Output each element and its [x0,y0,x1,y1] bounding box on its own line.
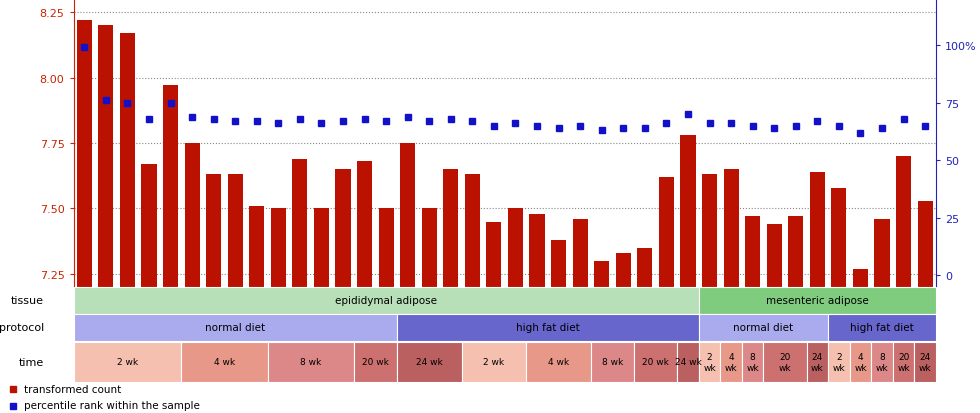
Bar [914,342,936,382]
Bar [893,342,914,382]
Bar [206,175,221,287]
Bar [74,342,181,382]
Bar [745,217,760,287]
Bar [742,342,763,382]
Bar [74,287,699,314]
Bar [529,214,545,287]
Bar [871,342,893,382]
Text: time: time [19,357,44,367]
Text: 20 wk: 20 wk [362,358,389,367]
Bar [680,136,696,287]
Text: normal diet: normal diet [205,323,266,333]
Bar [76,21,92,287]
Text: tissue: tissue [11,296,44,306]
Bar [163,86,178,287]
Text: 8 wk: 8 wk [602,358,623,367]
Text: protocol: protocol [0,323,44,333]
Bar [766,225,782,287]
Text: 24 wk: 24 wk [674,358,702,367]
Bar [572,219,588,287]
Bar [828,314,936,341]
Bar [227,175,243,287]
Bar [850,342,871,382]
Bar [314,209,329,287]
Bar [120,34,135,287]
Bar [270,209,286,287]
Bar [853,269,868,287]
Bar [637,248,653,287]
Text: high fat diet: high fat diet [515,323,580,333]
Bar [896,157,911,287]
Bar [249,206,265,287]
Bar [659,178,674,287]
Text: 8 wk: 8 wk [300,358,321,367]
Bar [74,314,397,341]
Text: 20 wk: 20 wk [642,358,669,367]
Bar [378,209,394,287]
Bar [292,159,308,287]
Bar [828,342,850,382]
Text: 24
wk: 24 wk [811,352,823,372]
Text: 2
wk: 2 wk [833,352,845,372]
Bar [917,201,933,287]
Bar [443,170,459,287]
Text: 2
wk: 2 wk [704,352,715,372]
Bar [268,342,354,382]
Text: 2 wk: 2 wk [483,358,505,367]
Bar [591,342,634,382]
Bar [335,170,351,287]
Text: high fat diet: high fat diet [850,323,914,333]
Bar [699,314,828,341]
Bar [397,314,699,341]
Text: 20
wk: 20 wk [779,352,791,372]
Bar [702,175,717,287]
Bar [699,287,936,314]
Bar [723,170,739,287]
Bar [508,209,523,287]
Bar [400,144,416,287]
Bar [181,342,268,382]
Text: 24 wk: 24 wk [416,358,443,367]
Bar [526,342,591,382]
Bar [98,26,114,287]
Bar [831,188,847,287]
Text: transformed count: transformed count [24,384,122,394]
Bar [677,342,699,382]
Bar [357,162,372,287]
Text: 4 wk: 4 wk [548,358,569,367]
Bar [874,219,890,287]
Text: 8
wk: 8 wk [876,352,888,372]
Text: 4 wk: 4 wk [214,358,235,367]
Text: normal diet: normal diet [733,323,794,333]
Bar [421,209,437,287]
Bar [720,342,742,382]
Bar [141,164,157,287]
Text: 4
wk: 4 wk [725,352,737,372]
Bar [788,217,804,287]
Bar [397,342,462,382]
Bar [354,342,397,382]
Bar [486,222,502,287]
Text: 8
wk: 8 wk [747,352,759,372]
Text: 4
wk: 4 wk [855,352,866,372]
Bar [809,172,825,287]
Bar [465,175,480,287]
Text: 20
wk: 20 wk [898,352,909,372]
Text: mesenteric adipose: mesenteric adipose [766,296,868,306]
Bar [615,253,631,287]
Text: epididymal adipose: epididymal adipose [335,296,437,306]
Bar [462,342,526,382]
Text: 2 wk: 2 wk [117,358,138,367]
Text: 24
wk: 24 wk [919,352,931,372]
Bar [807,342,828,382]
Text: percentile rank within the sample: percentile rank within the sample [24,401,200,411]
Bar [699,342,720,382]
Bar [634,342,677,382]
Bar [594,261,610,287]
Bar [763,342,807,382]
Bar [184,144,200,287]
Bar [551,240,566,287]
